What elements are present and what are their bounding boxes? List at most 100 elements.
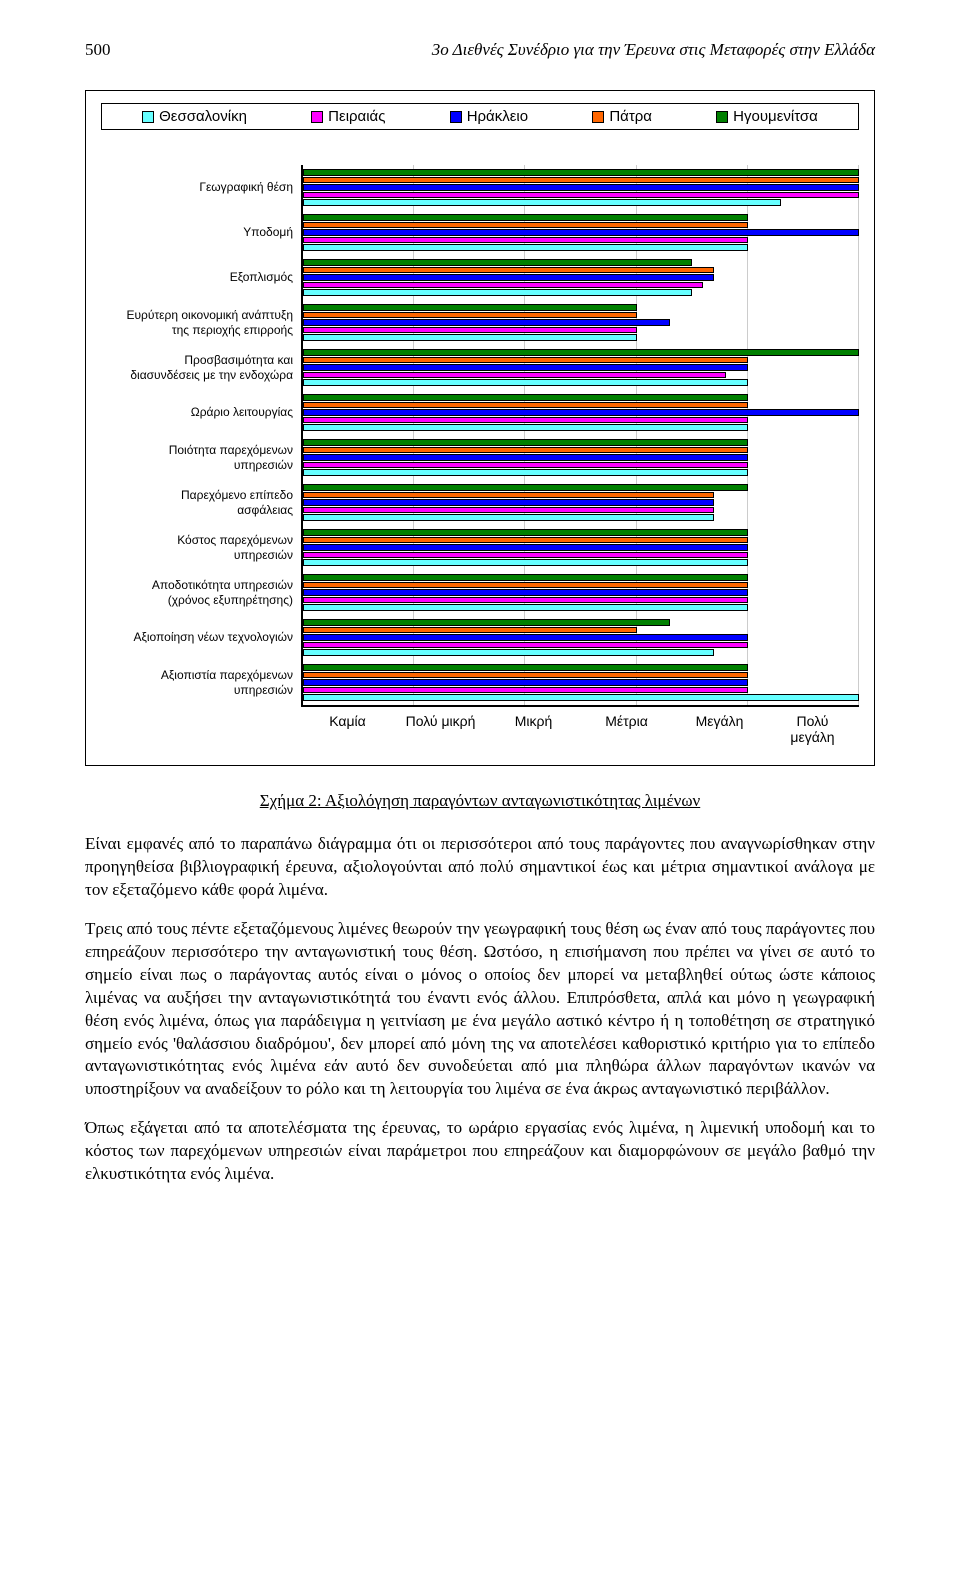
bar bbox=[303, 544, 748, 551]
bar bbox=[303, 192, 859, 199]
bar bbox=[303, 642, 748, 649]
legend-label: Ηράκλειο bbox=[467, 108, 528, 125]
x-tick-label: Πολύμεγάλη bbox=[766, 713, 859, 745]
figure-caption: Σχήμα 2: Αξιολόγηση παραγόντων ανταγωνισ… bbox=[85, 791, 875, 811]
bar bbox=[303, 259, 692, 266]
bar bbox=[303, 357, 748, 364]
bar bbox=[303, 499, 714, 506]
bar bbox=[303, 199, 781, 206]
bar bbox=[303, 177, 859, 184]
bar bbox=[303, 214, 748, 221]
bar-group bbox=[303, 615, 859, 660]
bar bbox=[303, 454, 748, 461]
bar bbox=[303, 334, 637, 341]
bar bbox=[303, 379, 748, 386]
body-text: Είναι εμφανές από το παραπάνω διάγραμμα … bbox=[85, 833, 875, 1186]
legend-item: Ηγουμενίτσα bbox=[716, 108, 818, 125]
y-axis-labels: Γεωγραφική θέσηΥποδομήΕξοπλισμόςΕυρύτερη… bbox=[101, 165, 301, 707]
bar-group bbox=[303, 570, 859, 615]
y-axis-label: Παρεχόμενο επίπεδοασφάλειας bbox=[101, 480, 293, 525]
bar bbox=[303, 229, 859, 236]
x-axis-labels: ΚαμίαΠολύ μικρήΜικρήΜέτριαΜεγάληΠολύμεγά… bbox=[301, 713, 859, 745]
bar-group bbox=[303, 525, 859, 570]
bar bbox=[303, 439, 748, 446]
bar bbox=[303, 424, 748, 431]
bar bbox=[303, 559, 748, 566]
bar bbox=[303, 687, 748, 694]
x-tick-label: Μέτρια bbox=[580, 713, 673, 745]
bar bbox=[303, 634, 748, 641]
legend-label: Πάτρα bbox=[609, 108, 652, 125]
bar-group bbox=[303, 255, 859, 300]
x-tick-label: Καμία bbox=[301, 713, 394, 745]
legend-item: Πειραιάς bbox=[311, 108, 385, 125]
bar bbox=[303, 604, 748, 611]
legend-swatch bbox=[311, 111, 323, 123]
y-axis-label: Ωράριο λειτουργίας bbox=[101, 390, 293, 435]
x-tick-label: Μεγάλη bbox=[673, 713, 766, 745]
bar bbox=[303, 507, 714, 514]
bar-group bbox=[303, 480, 859, 525]
y-axis-label: Αξιοποίηση νέων τεχνολογιών bbox=[101, 615, 293, 660]
bar bbox=[303, 649, 714, 656]
bar bbox=[303, 664, 748, 671]
legend-item: Πάτρα bbox=[592, 108, 652, 125]
bar bbox=[303, 349, 859, 356]
bar bbox=[303, 582, 748, 589]
x-tick-label: Μικρή bbox=[487, 713, 580, 745]
bar bbox=[303, 492, 714, 499]
bar bbox=[303, 574, 748, 581]
legend-swatch bbox=[142, 111, 154, 123]
page-header: 500 3ο Διεθνές Συνέδριο για την Έρευνα σ… bbox=[85, 40, 875, 60]
header-title: 3ο Διεθνές Συνέδριο για την Έρευνα στις … bbox=[432, 40, 875, 60]
legend-swatch bbox=[450, 111, 462, 123]
bar bbox=[303, 447, 748, 454]
bar bbox=[303, 169, 859, 176]
bar bbox=[303, 409, 859, 416]
bar bbox=[303, 304, 637, 311]
bar bbox=[303, 469, 748, 476]
y-axis-label: Αξιοπιστία παρεχόμενωνυπηρεσιών bbox=[101, 660, 293, 705]
legend-label: Πειραιάς bbox=[328, 108, 385, 125]
bar bbox=[303, 627, 637, 634]
bar-group bbox=[303, 435, 859, 480]
bar bbox=[303, 484, 748, 491]
bar bbox=[303, 184, 859, 191]
bar-group bbox=[303, 210, 859, 255]
y-axis-label: Υποδομή bbox=[101, 210, 293, 255]
bar bbox=[303, 529, 748, 536]
bar bbox=[303, 319, 670, 326]
paragraph: Είναι εμφανές από το παραπάνω διάγραμμα … bbox=[85, 833, 875, 902]
bar-group bbox=[303, 345, 859, 390]
bar bbox=[303, 589, 748, 596]
bar bbox=[303, 274, 714, 281]
bars-region bbox=[301, 165, 859, 707]
bar bbox=[303, 694, 859, 701]
bar bbox=[303, 289, 692, 296]
bar bbox=[303, 597, 748, 604]
bar-group bbox=[303, 300, 859, 345]
bar bbox=[303, 327, 637, 334]
bar bbox=[303, 282, 703, 289]
y-axis-label: Κόστος παρεχόμενωνυπηρεσιών bbox=[101, 525, 293, 570]
chart-area: Γεωγραφική θέσηΥποδομήΕξοπλισμόςΕυρύτερη… bbox=[101, 165, 859, 707]
legend-swatch bbox=[716, 111, 728, 123]
x-tick-label: Πολύ μικρή bbox=[394, 713, 487, 745]
legend-swatch bbox=[592, 111, 604, 123]
paragraph: Όπως εξάγεται από τα αποτελέσματα της έρ… bbox=[85, 1117, 875, 1186]
legend-label: Θεσσαλονίκη bbox=[159, 108, 247, 125]
bar bbox=[303, 402, 748, 409]
bar bbox=[303, 679, 748, 686]
bar bbox=[303, 372, 726, 379]
y-axis-label: Προσβασιμότητα καιδιασυνδέσεις με την εν… bbox=[101, 345, 293, 390]
bar bbox=[303, 672, 748, 679]
bar bbox=[303, 537, 748, 544]
bar-group bbox=[303, 165, 859, 210]
chart-container: Θεσσαλονίκη Πειραιάς Ηράκλειο Πάτρα Ηγουμενί… bbox=[85, 90, 875, 766]
bar bbox=[303, 417, 748, 424]
bar bbox=[303, 462, 748, 469]
legend-item: Θεσσαλονίκη bbox=[142, 108, 247, 125]
legend-label: Ηγουμενίτσα bbox=[733, 108, 818, 125]
y-axis-label: Ποιότητα παρεχόμενωνυπηρεσιών bbox=[101, 435, 293, 480]
bar bbox=[303, 394, 748, 401]
